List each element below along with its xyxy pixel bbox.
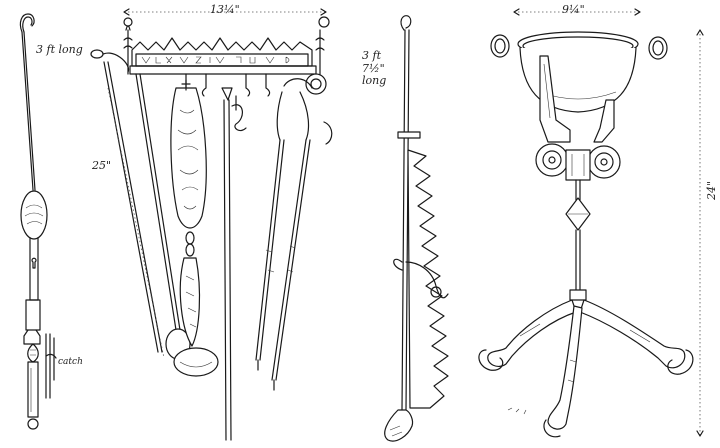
- tripod-pot-stand: [478, 8, 704, 438]
- hearth-tool-rack: [90, 8, 333, 441]
- hook-length-label: 3 ft long: [36, 43, 83, 56]
- spit-length-label: 3 ft 7½" long: [362, 49, 387, 88]
- catch-label: catch: [58, 357, 83, 367]
- stand-width-label: 9¼": [562, 3, 585, 16]
- stand-height-label: 24": [705, 180, 718, 200]
- serrated-spit: [384, 15, 449, 442]
- long-hook-tool: [19, 13, 57, 430]
- rack-width-label: 13¼": [210, 3, 240, 16]
- rack-height-label: 25": [92, 159, 112, 172]
